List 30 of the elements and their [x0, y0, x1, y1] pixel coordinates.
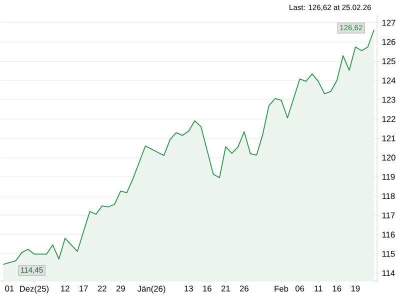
- y-tick-label: 121: [382, 135, 396, 142]
- x-tick-label: 22: [98, 286, 106, 292]
- x-tick-label: Feb: [274, 286, 288, 292]
- x-tick-label: 11: [314, 286, 322, 292]
- y-tick-label: 126: [382, 39, 396, 45]
- y-tick-label: 114: [382, 270, 395, 276]
- x-tick-label: 19: [351, 286, 360, 292]
- y-tick-label: 127: [382, 20, 396, 26]
- x-tick-label: 29: [116, 286, 125, 292]
- x-tick-label: 17: [80, 286, 88, 292]
- x-tick-label: 16: [203, 286, 212, 292]
- y-tick-label: 117: [382, 212, 395, 218]
- y-tick-label: 123: [382, 96, 396, 103]
- y-tick-label: 118: [382, 193, 395, 200]
- y-tick-label: 125: [382, 58, 396, 64]
- y-tick-label: 124: [382, 78, 396, 84]
- x-tick-label: 21: [221, 286, 230, 292]
- x-tick-label: Jän(26): [137, 286, 166, 294]
- x-tick-label: Dez(25): [20, 286, 49, 294]
- y-tick-label: 115: [382, 251, 395, 257]
- x-tick-label: 01: [5, 286, 14, 292]
- x-tick-label: 12: [61, 286, 70, 292]
- y-tick-label: 120: [382, 154, 396, 161]
- y-tick-label: 119: [382, 174, 395, 180]
- y-tick-label: 116: [382, 232, 395, 238]
- x-tick-label: 16: [332, 286, 342, 292]
- x-tick-label: 13: [184, 286, 193, 292]
- y-tick-label: 122: [382, 116, 396, 122]
- x-tick-label: 06: [295, 286, 304, 292]
- x-tick-label: 26: [240, 286, 249, 292]
